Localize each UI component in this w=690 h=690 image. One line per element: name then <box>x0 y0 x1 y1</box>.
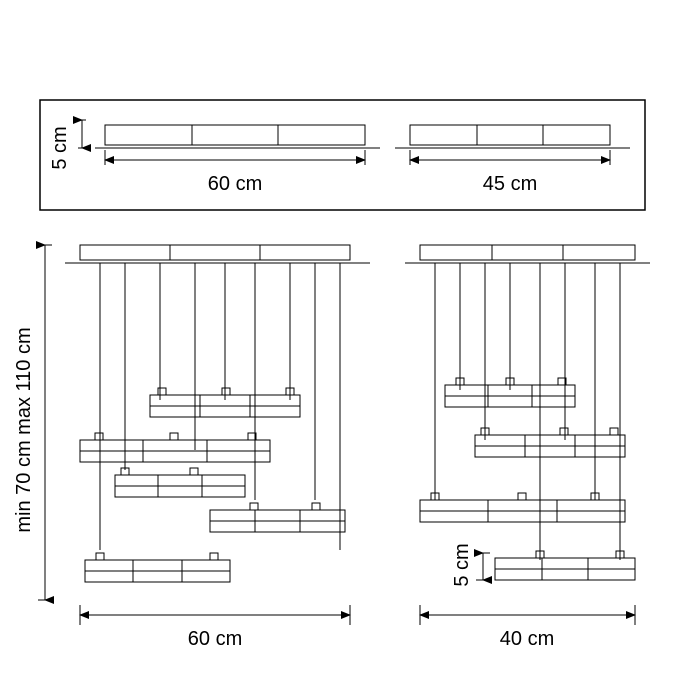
right-width-label: 40 cm <box>500 628 554 650</box>
left-canopy <box>65 245 370 263</box>
right-cables <box>435 263 620 560</box>
left-width-label: 60 cm <box>188 628 242 650</box>
top-bar-60-label: 60 cm <box>208 173 262 195</box>
left-view: min 70 cm max 110 cm <box>13 245 370 650</box>
right-view: 5 cm 40 cm <box>405 245 650 650</box>
left-height-label: min 70 cm max 110 cm <box>13 327 35 532</box>
dimension-diagram: 5 cm 60 cm 45 cm mi <box>0 0 690 690</box>
top-height-label: 5 cm <box>49 126 71 169</box>
left-bars <box>80 388 345 582</box>
top-bar-45-label: 45 cm <box>483 173 537 195</box>
right-canopy <box>405 245 650 263</box>
top-panel: 5 cm 60 cm 45 cm <box>40 100 645 210</box>
right-bar-height-label: 5 cm <box>451 543 473 586</box>
top-bar-60 <box>95 125 380 165</box>
top-bar-45 <box>395 125 630 165</box>
